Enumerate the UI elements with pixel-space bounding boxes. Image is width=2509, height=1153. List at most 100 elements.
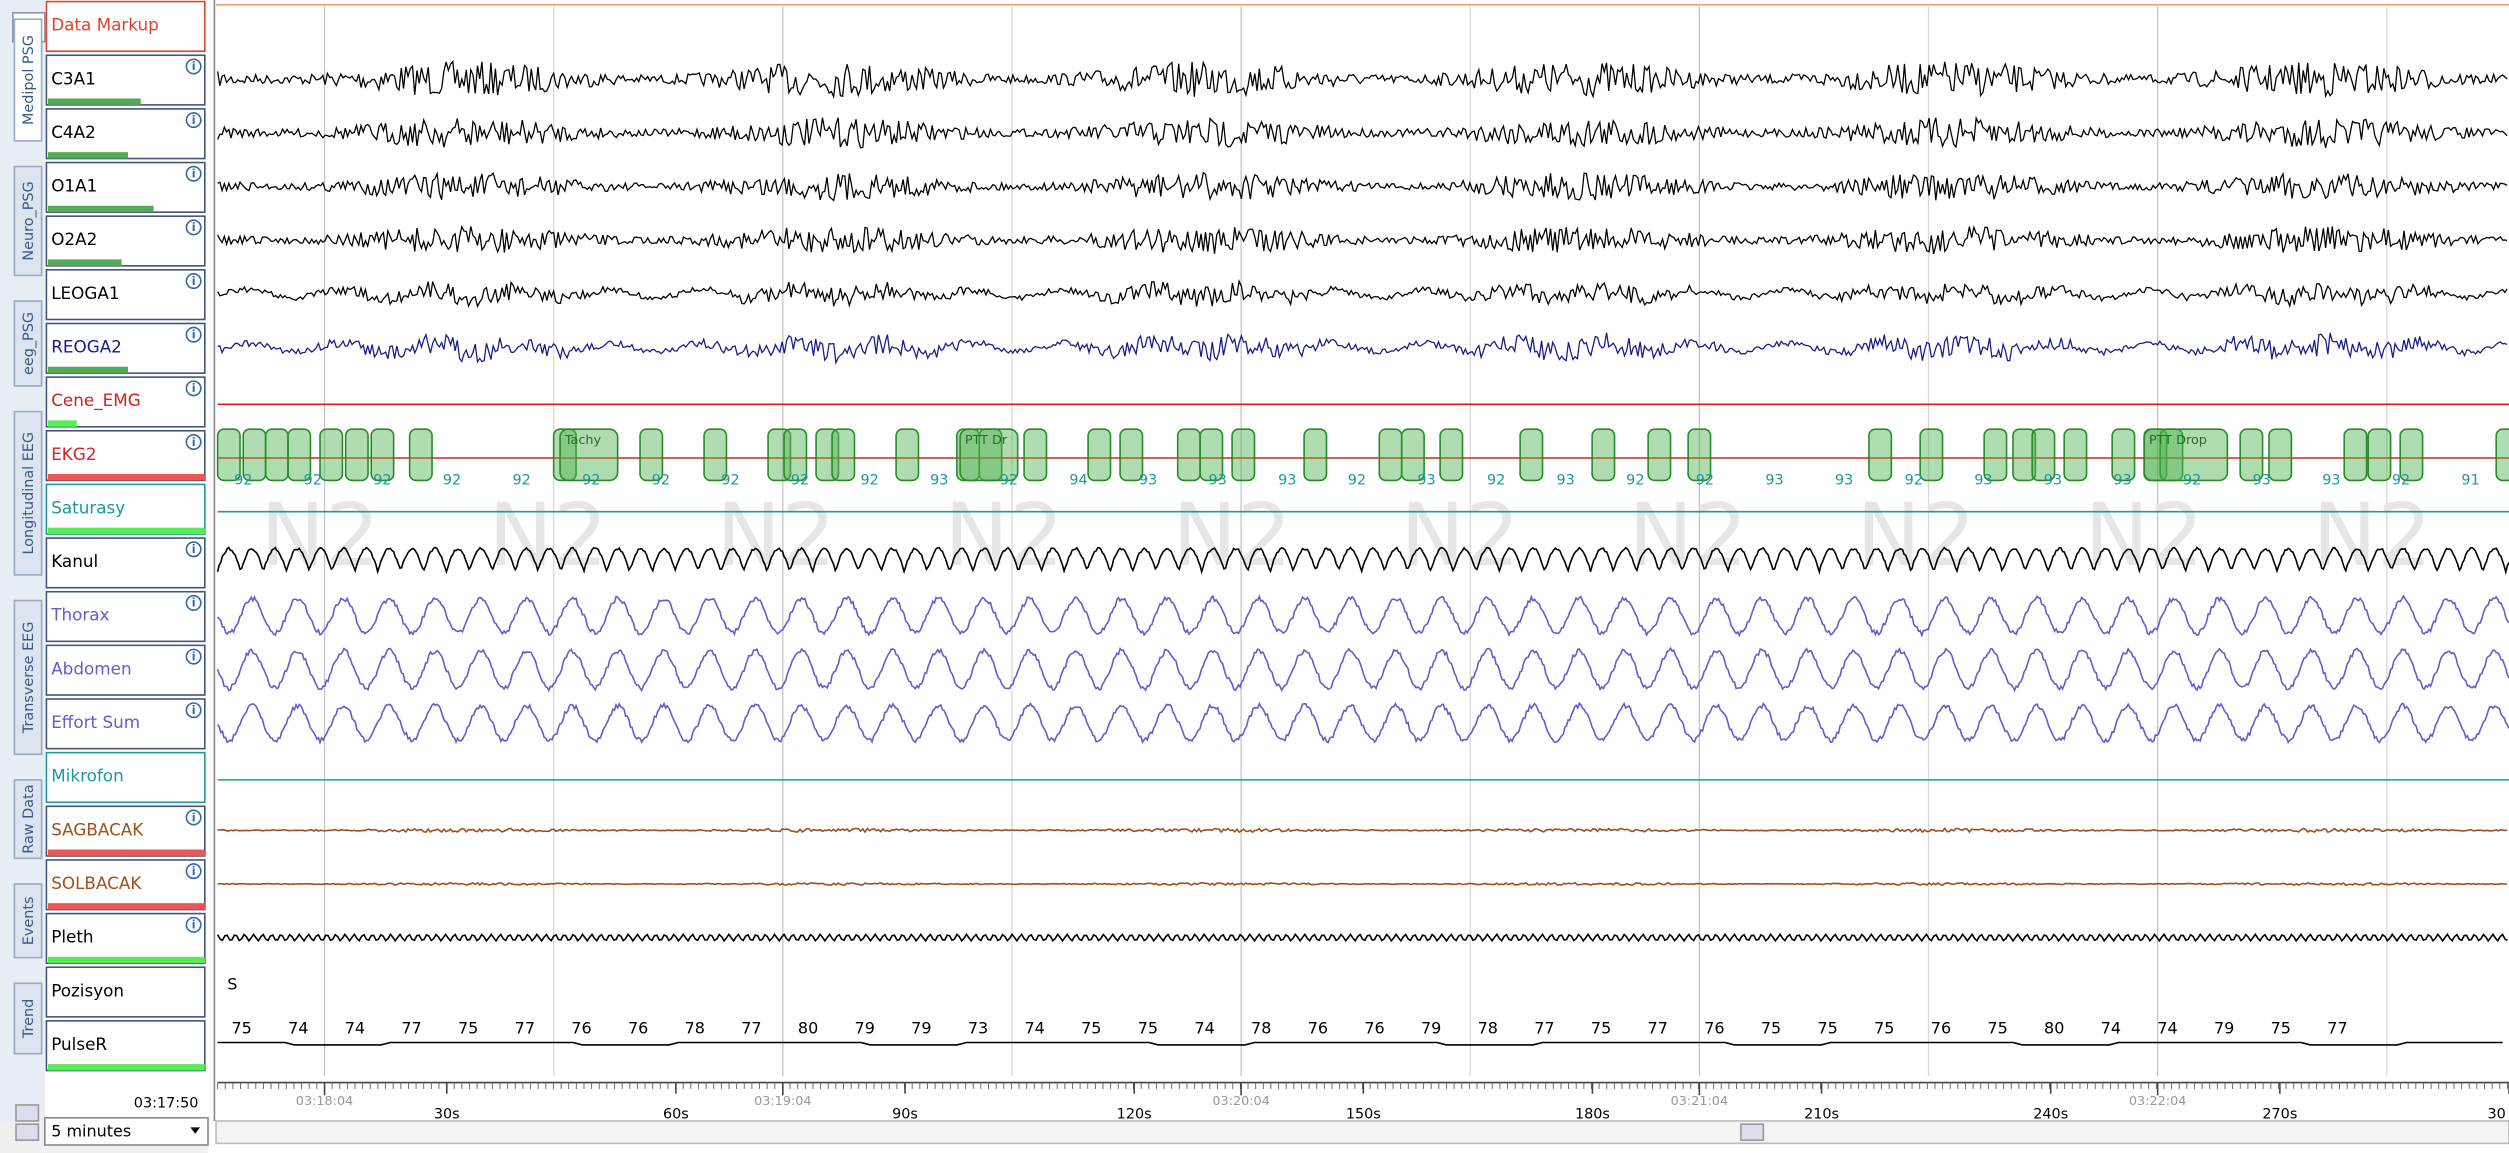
side-tab[interactable]	[13, 165, 43, 277]
channel-label[interactable]: Cene_EMG	[51, 390, 141, 411]
channel-box[interactable]	[45, 751, 206, 804]
channel-label[interactable]: SOLBACAK	[51, 873, 142, 893]
info-icon[interactable]	[185, 809, 202, 826]
channel-label[interactable]: Pozisyon	[51, 980, 124, 1000]
channel-box[interactable]	[45, 376, 206, 428]
channel-label[interactable]: Pleth	[51, 927, 93, 947]
channel-label[interactable]: LEOGA1	[51, 283, 119, 303]
signal-trace	[216, 546, 2509, 576]
channel-label[interactable]: Thorax	[50, 605, 109, 625]
channel-box[interactable]	[45, 859, 206, 911]
info-icon[interactable]	[185, 594, 202, 611]
info-icon[interactable]	[185, 863, 202, 880]
channel-label[interactable]: C3A1	[51, 68, 96, 88]
side-tab[interactable]	[13, 883, 43, 959]
pulse-value: 76	[1364, 1018, 1384, 1037]
scroll-thumb[interactable]	[1740, 1123, 1765, 1141]
scrollbar[interactable]	[215, 1120, 2509, 1145]
pulse-value: 74	[1024, 1018, 1044, 1037]
info-icon[interactable]	[185, 326, 202, 343]
channel-label[interactable]: PulseR	[51, 1034, 107, 1054]
channel-box[interactable]	[45, 108, 206, 160]
sleep-stage: N2	[2312, 486, 2432, 586]
channel-box[interactable]	[45, 483, 206, 535]
channel-box[interactable]	[45, 269, 206, 321]
event-box	[2031, 428, 2056, 482]
channel-box[interactable]	[45, 0, 206, 53]
channel-label[interactable]: O1A1	[51, 176, 97, 196]
event-box	[264, 428, 289, 482]
info-icon[interactable]	[185, 165, 202, 182]
side-tab-label[interactable]: Events	[21, 896, 37, 945]
side-tab[interactable]	[13, 599, 43, 756]
channel-label[interactable]: SAGBACAK	[51, 819, 144, 839]
side-tab-label[interactable]: Medipol PSG	[21, 35, 37, 125]
heart-rate: 92	[791, 472, 809, 488]
channel-box[interactable]	[45, 644, 206, 696]
info-icon[interactable]	[185, 58, 202, 75]
channel-box[interactable]	[45, 537, 206, 589]
channel-label[interactable]: O2A2	[51, 229, 97, 249]
heart-rate: 93	[2253, 472, 2271, 488]
scroll-up[interactable]	[15, 1104, 40, 1122]
channel-box[interactable]	[45, 590, 206, 643]
info-icon[interactable]	[185, 648, 202, 665]
info-icon[interactable]	[185, 112, 202, 129]
page-length[interactable]: 5 minutes	[51, 1122, 131, 1141]
heart-rate: 93	[930, 472, 948, 488]
channel-label[interactable]: EKG2	[51, 444, 96, 464]
info-icon[interactable]	[185, 433, 202, 450]
side-tab[interactable]	[13, 779, 43, 860]
side-tab-label[interactable]: Transverse EEG	[21, 622, 37, 735]
heart-rate: 93	[1557, 472, 1575, 488]
second-tick-label: 180s	[1575, 1107, 1610, 1123]
pulse-value: 75	[1761, 1018, 1781, 1037]
channel-label[interactable]: C4A2	[51, 122, 96, 142]
pulse-value: 77	[1534, 1018, 1554, 1037]
info-icon[interactable]	[185, 219, 202, 236]
channel-label[interactable]: Effort Sum	[51, 712, 140, 732]
channel-label[interactable]: Data Markup	[51, 15, 159, 35]
side-tab[interactable]	[13, 410, 43, 576]
side-tab[interactable]	[13, 300, 43, 387]
info-icon[interactable]	[185, 702, 202, 719]
side-tab-label[interactable]: eeg_PSG	[21, 312, 37, 375]
page-length-select[interactable]	[44, 1116, 209, 1146]
second-tick-label: 30	[2487, 1107, 2505, 1123]
info-icon[interactable]	[185, 273, 202, 290]
dropdown-arrow[interactable]	[190, 1127, 201, 1134]
channel-box[interactable]	[45, 966, 206, 1018]
event-box	[1439, 428, 1464, 482]
pulse-value: 78	[685, 1018, 705, 1037]
pulse-value: 74	[2157, 1018, 2177, 1037]
channel-label[interactable]: Kanul	[51, 551, 98, 571]
channel-label[interactable]: Abdomen	[51, 658, 131, 678]
pulse-value: 78	[1251, 1018, 1271, 1037]
event-box	[1023, 428, 1048, 482]
channel-box[interactable]	[45, 429, 206, 482]
side-tab[interactable]	[13, 982, 43, 1055]
scroll-down[interactable]	[15, 1123, 40, 1141]
heart-rate: 92	[512, 472, 530, 488]
side-tab-label[interactable]: Neuro_PSG	[21, 181, 37, 260]
side-tab-label[interactable]: Trend	[21, 999, 37, 1039]
channel-label[interactable]: Saturasy	[51, 497, 125, 517]
info-icon[interactable]	[185, 380, 202, 397]
heart-rate: 92	[1626, 472, 1644, 488]
channel-label[interactable]: Mikrofon	[51, 766, 124, 786]
signal-quality	[48, 420, 77, 427]
channel-box[interactable]	[45, 698, 206, 750]
event-box	[2399, 428, 2424, 482]
event-box	[2063, 428, 2088, 482]
side-tab[interactable]	[13, 18, 43, 142]
signal-quality	[48, 98, 141, 105]
channel-box[interactable]	[45, 161, 206, 213]
channel-box[interactable]	[45, 215, 206, 267]
channel-box[interactable]	[45, 805, 206, 857]
info-icon[interactable]	[185, 916, 202, 933]
channel-label[interactable]: REOGA2	[51, 336, 122, 356]
info-icon[interactable]	[185, 541, 202, 558]
side-tab-label[interactable]: Longitudinal EEG	[21, 432, 37, 555]
channel-box[interactable]	[45, 1020, 206, 1072]
side-tab-label[interactable]: Raw Data	[21, 784, 37, 853]
